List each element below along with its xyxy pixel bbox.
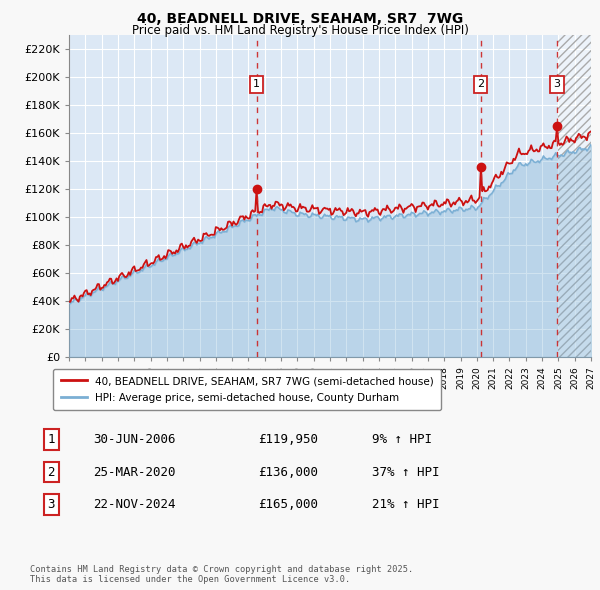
Legend: 40, BEADNELL DRIVE, SEAHAM, SR7 7WG (semi-detached house), HPI: Average price, s: 40, BEADNELL DRIVE, SEAHAM, SR7 7WG (sem… — [53, 369, 441, 410]
Text: 37% ↑ HPI: 37% ↑ HPI — [372, 466, 439, 478]
Text: 21% ↑ HPI: 21% ↑ HPI — [372, 498, 439, 511]
Text: £119,950: £119,950 — [258, 433, 318, 446]
Text: 25-MAR-2020: 25-MAR-2020 — [93, 466, 176, 478]
Text: 2: 2 — [47, 466, 55, 478]
Text: 1: 1 — [253, 79, 260, 89]
Bar — [559, 35, 591, 357]
Text: 1: 1 — [47, 433, 55, 446]
Text: £165,000: £165,000 — [258, 498, 318, 511]
Text: 22-NOV-2024: 22-NOV-2024 — [93, 498, 176, 511]
Text: Contains HM Land Registry data © Crown copyright and database right 2025.
This d: Contains HM Land Registry data © Crown c… — [30, 565, 413, 584]
Text: 30-JUN-2006: 30-JUN-2006 — [93, 433, 176, 446]
Text: 3: 3 — [553, 79, 560, 89]
Text: 40, BEADNELL DRIVE, SEAHAM, SR7  7WG: 40, BEADNELL DRIVE, SEAHAM, SR7 7WG — [137, 12, 463, 26]
Text: 3: 3 — [47, 498, 55, 511]
Text: 9% ↑ HPI: 9% ↑ HPI — [372, 433, 432, 446]
Text: £136,000: £136,000 — [258, 466, 318, 478]
Text: Price paid vs. HM Land Registry's House Price Index (HPI): Price paid vs. HM Land Registry's House … — [131, 24, 469, 37]
Text: 2: 2 — [477, 79, 484, 89]
